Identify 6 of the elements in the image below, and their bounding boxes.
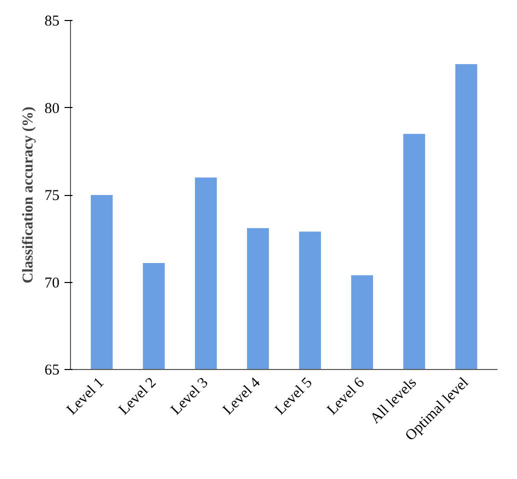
y-tick-label: 85 (44, 14, 60, 30)
y-axis-title: Classification accuracy (%) (20, 106, 36, 284)
y-tick-label: 70 (44, 275, 60, 292)
y-tick-label: 80 (44, 100, 60, 117)
y-tick-label: 65 (44, 362, 60, 378)
y-tick-label: 75 (44, 188, 60, 204)
